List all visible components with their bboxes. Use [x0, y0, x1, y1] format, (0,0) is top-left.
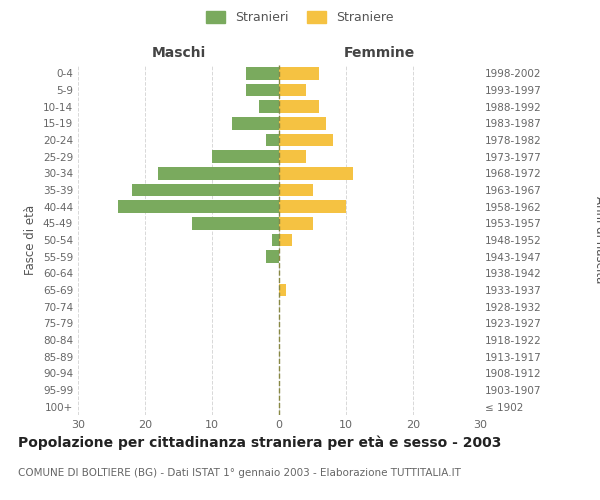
Text: Maschi: Maschi: [151, 46, 206, 60]
Y-axis label: Anni di nascita: Anni di nascita: [593, 196, 600, 284]
Bar: [272, 234, 279, 246]
Bar: [279, 284, 286, 296]
Bar: [279, 217, 313, 230]
Bar: [279, 200, 346, 213]
Y-axis label: Fasce di età: Fasce di età: [25, 205, 37, 275]
Bar: [266, 134, 279, 146]
Bar: [279, 184, 313, 196]
Bar: [245, 67, 279, 80]
Bar: [279, 234, 292, 246]
Bar: [192, 217, 279, 230]
Text: Popolazione per cittadinanza straniera per età e sesso - 2003: Popolazione per cittadinanza straniera p…: [18, 435, 502, 450]
Bar: [245, 84, 279, 96]
Bar: [131, 184, 279, 196]
Text: Femmine: Femmine: [344, 46, 415, 60]
Bar: [279, 84, 306, 96]
Bar: [232, 117, 279, 130]
Bar: [266, 250, 279, 263]
Bar: [279, 150, 306, 163]
Bar: [212, 150, 279, 163]
Bar: [279, 117, 326, 130]
Bar: [279, 134, 332, 146]
Bar: [259, 100, 279, 113]
Bar: [158, 167, 279, 179]
Bar: [118, 200, 279, 213]
Bar: [279, 67, 319, 80]
Bar: [279, 100, 319, 113]
Bar: [279, 167, 353, 179]
Legend: Stranieri, Straniere: Stranieri, Straniere: [202, 6, 398, 29]
Text: COMUNE DI BOLTIERE (BG) - Dati ISTAT 1° gennaio 2003 - Elaborazione TUTTITALIA.I: COMUNE DI BOLTIERE (BG) - Dati ISTAT 1° …: [18, 468, 461, 477]
